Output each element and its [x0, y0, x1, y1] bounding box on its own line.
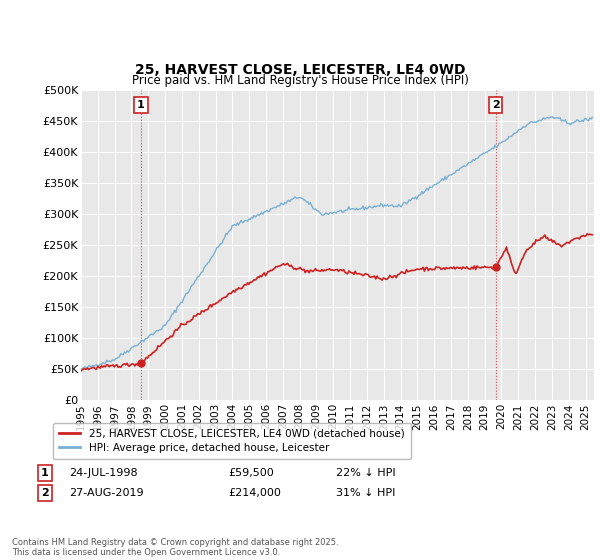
Text: £214,000: £214,000 — [228, 488, 281, 498]
Text: 25, HARVEST CLOSE, LEICESTER, LE4 0WD: 25, HARVEST CLOSE, LEICESTER, LE4 0WD — [135, 63, 465, 77]
Text: 27-AUG-2019: 27-AUG-2019 — [69, 488, 143, 498]
Text: Price paid vs. HM Land Registry's House Price Index (HPI): Price paid vs. HM Land Registry's House … — [131, 74, 469, 87]
Text: 31% ↓ HPI: 31% ↓ HPI — [336, 488, 395, 498]
Text: 2: 2 — [41, 488, 49, 498]
Text: 24-JUL-1998: 24-JUL-1998 — [69, 468, 137, 478]
Text: 22% ↓ HPI: 22% ↓ HPI — [336, 468, 395, 478]
Text: 1: 1 — [137, 100, 145, 110]
Text: £59,500: £59,500 — [228, 468, 274, 478]
Legend: 25, HARVEST CLOSE, LEICESTER, LE4 0WD (detached house), HPI: Average price, deta: 25, HARVEST CLOSE, LEICESTER, LE4 0WD (d… — [53, 423, 410, 459]
Text: 1: 1 — [41, 468, 49, 478]
Text: 2: 2 — [492, 100, 499, 110]
Text: Contains HM Land Registry data © Crown copyright and database right 2025.
This d: Contains HM Land Registry data © Crown c… — [12, 538, 338, 557]
